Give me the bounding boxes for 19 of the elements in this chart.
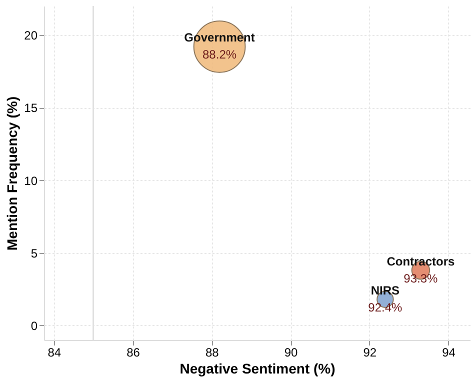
y-tick-label: 5 [30, 246, 38, 260]
series-label: NIRS [370, 283, 400, 298]
y-tick-label: 10 [24, 174, 38, 188]
x-tick-label: 84 [48, 346, 62, 360]
y-axis-title: Mention Frequency (%) [4, 96, 20, 251]
annotation: 88.2% [202, 48, 237, 62]
x-tick-label: 94 [442, 346, 456, 360]
y-tick-label: 20 [24, 28, 38, 43]
series-label: Government [184, 30, 255, 45]
annotation: 92.4% [368, 300, 403, 314]
annotation: 93.3% [404, 271, 438, 286]
series-label: Contractors [386, 254, 456, 268]
y-tick-label: 0 [30, 318, 38, 333]
x-tick-label: 88 [205, 346, 220, 360]
x-tick-label: 92 [363, 346, 377, 360]
x-tick-label: 86 [126, 346, 140, 360]
x-tick-label: 90 [284, 346, 298, 360]
y-tick-label: 15 [24, 101, 38, 116]
x-axis-title: Negative Sentiment (%) [180, 360, 336, 376]
